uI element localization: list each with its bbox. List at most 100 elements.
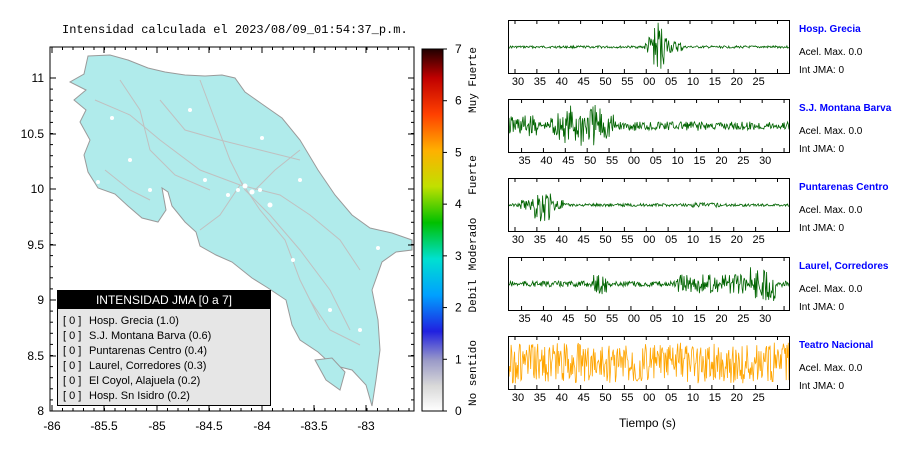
- colorbar-tick-label: 0: [455, 404, 462, 418]
- time-tick-label: 40: [540, 313, 553, 325]
- time-tick-label: 00: [643, 76, 656, 88]
- map-x-ticks: -86 -85.5 -85 -84.5 -84 -83.5 -83: [43, 47, 410, 433]
- time-tick-label: 50: [599, 234, 612, 246]
- colorbar-category-label: No sentido: [468, 340, 480, 406]
- colorbar-tick-label: 3: [455, 249, 462, 263]
- legend-item-label: Puntarenas Centro (0.4): [89, 345, 208, 357]
- time-tick-label: 30: [511, 234, 525, 246]
- map-x-tick-label: -86: [43, 419, 61, 433]
- time-tick-label: 55: [621, 234, 634, 246]
- time-tick-label: 55: [621, 392, 634, 404]
- time-tick-label: 45: [562, 313, 575, 325]
- waveform-panel: [508, 336, 790, 390]
- legend-item: [ 0 ] Hosp. Sn Isidro (0.2): [63, 389, 270, 404]
- legend-item-level: [ 0 ]: [63, 330, 82, 342]
- station-max-acceleration: Acel. Max. 0.0: [799, 47, 863, 58]
- waveform-panel: [508, 20, 790, 74]
- station-jma-intensity: Int JMA: 0: [799, 65, 845, 76]
- time-tick-label: 50: [584, 155, 597, 167]
- time-tick-label: 35: [533, 234, 546, 246]
- time-tick-label: 45: [577, 234, 590, 246]
- station-name: Hosp. Grecia: [799, 24, 861, 35]
- time-tick-label: 10: [686, 234, 700, 246]
- legend-item-level: [ 0 ]: [63, 375, 82, 387]
- time-tick-label: 30: [511, 76, 525, 88]
- time-tick-label: 25: [737, 313, 750, 325]
- colorbar-categories: No sentido Debil Moderado Fuerte Muy Fuerte: [468, 47, 480, 406]
- station-markers: [96, 108, 380, 332]
- osa-peninsula: [314, 357, 346, 391]
- legend-item: [ 0 ] S.J. Montana Barva (0.6): [63, 329, 270, 344]
- time-tick-label: 30: [759, 155, 772, 167]
- intensity-legend: INTENSIDAD JMA [0 a 7] [ 0 ] Hosp. Grecia…: [57, 290, 271, 406]
- map-title: Intensidad calculada el 2023/08/09_01:54…: [62, 23, 408, 37]
- colorbar-tick-label: 1: [455, 352, 462, 366]
- colorbar-gradient: [421, 48, 444, 412]
- time-tick-label: 15: [708, 234, 721, 246]
- time-tick-label: 35: [533, 76, 546, 88]
- waveform-panel: [508, 99, 790, 153]
- time-tick-label: 50: [584, 313, 597, 325]
- map-y-tick-label: 10: [31, 182, 45, 196]
- colorbar-tick-label: 5: [455, 145, 462, 159]
- time-tick-label: 20: [715, 313, 728, 325]
- time-tick-label: 25: [737, 155, 750, 167]
- station-name: Laurel, Corredores: [799, 261, 889, 272]
- legend-item-level: [ 0 ]: [63, 345, 82, 357]
- time-tick-label: 15: [693, 313, 706, 325]
- map-x-tick-label: -85.5: [90, 419, 118, 433]
- station-max-acceleration: Acel. Max. 0.0: [799, 205, 863, 216]
- time-tick-label: 20: [730, 76, 743, 88]
- waveform-panel: [508, 257, 790, 311]
- time-tick-label: 30: [759, 313, 772, 325]
- time-tick-label: 40: [555, 234, 568, 246]
- map-y-tick-label: 8.5: [27, 349, 44, 363]
- time-tick-label: 05: [649, 155, 662, 167]
- waveform-trace: [509, 179, 789, 231]
- station-jma-intensity: Int JMA: 0: [799, 302, 845, 313]
- legend-item: [ 0 ] El Coyol, Alajuela (0.2): [63, 374, 270, 389]
- station-max-acceleration: Acel. Max. 0.0: [799, 126, 863, 137]
- colorbar-tick-label: 2: [455, 301, 462, 315]
- waveform-trace: [509, 337, 789, 389]
- legend-item-level: [ 0 ]: [63, 390, 82, 402]
- time-tick-label: 40: [540, 155, 553, 167]
- legend-item-label: S.J. Montana Barva (0.6): [89, 330, 212, 342]
- map-y-tick-label: 9: [37, 293, 44, 307]
- station-max-acceleration: Acel. Max. 0.0: [799, 284, 863, 295]
- map-y-tick-label: 10.5: [21, 127, 45, 141]
- map-y-tick-label: 11: [32, 71, 45, 85]
- colorbar-tick-label: 6: [455, 94, 462, 108]
- station-jma-intensity: Int JMA: 0: [799, 381, 845, 392]
- time-tick-label: 55: [621, 76, 634, 88]
- time-tick-label: 30: [511, 392, 525, 404]
- time-axis-label: Tiempo (s): [619, 416, 676, 430]
- legend-item: [ 0 ] Hosp. Grecia (1.0): [63, 314, 270, 329]
- colorbar-category-label: Debil: [468, 279, 480, 312]
- map-x-tick-label: -84: [253, 419, 271, 433]
- legend-item: [ 0 ] Laurel, Corredores (0.3): [63, 359, 270, 374]
- time-tick-label: 35: [518, 155, 531, 167]
- legend-item: [ 0 ] Puntarenas Centro (0.4): [63, 344, 270, 359]
- map-x-tick-label: -83: [357, 419, 375, 433]
- time-tick-label: 50: [599, 392, 612, 404]
- time-tick-label: 35: [518, 313, 531, 325]
- colorbar-category-label: Fuerte: [468, 155, 480, 195]
- time-tick-label: 45: [577, 76, 590, 88]
- time-tick-label: 10: [671, 313, 684, 325]
- time-tick-label: 15: [693, 155, 706, 167]
- time-tick-label: 05: [665, 392, 678, 404]
- legend-item-level: [ 0 ]: [63, 315, 82, 327]
- waveform-trace: [509, 258, 789, 310]
- time-tick-label: 10: [686, 76, 700, 88]
- legend-title: INTENSIDAD JMA [0 a 7]: [58, 291, 270, 309]
- colorbar-tick-label: 4: [455, 197, 462, 211]
- time-tick-label: 10: [686, 392, 700, 404]
- time-tick-label: 45: [577, 392, 590, 404]
- map-x-tick-label: -85: [148, 419, 166, 433]
- colorbar-category-label: Moderado: [468, 218, 480, 271]
- time-tick-label: 55: [605, 155, 619, 167]
- time-tick-label: 00: [627, 313, 641, 325]
- time-tick-label: 05: [649, 313, 662, 325]
